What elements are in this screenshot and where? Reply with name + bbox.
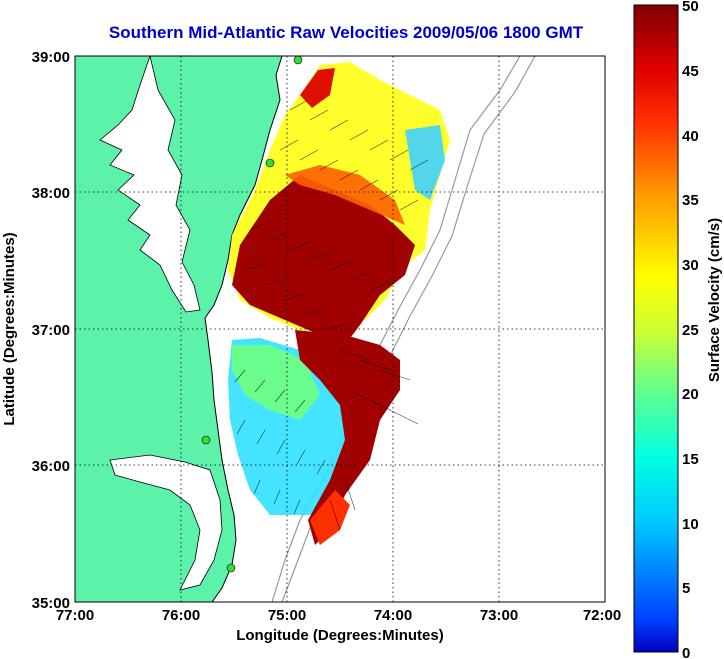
y-axis-label: Latitude (Degrees:Minutes) (1, 232, 18, 425)
radar-site-marker (201, 435, 211, 445)
colorbar-tick-label: 35 (682, 192, 699, 209)
radar-site-marker (293, 56, 303, 65)
x-tick-label: 77:00 (56, 607, 94, 624)
colorbar-tick-label: 0 (682, 645, 690, 659)
y-tick-label: 35:00 (32, 595, 70, 612)
radar-site-marker (226, 563, 236, 573)
colorbar-tick-label: 50 (682, 0, 699, 15)
colorbar-tick-label: 15 (682, 451, 699, 468)
plot-frame (74, 55, 606, 603)
radar-site-marker (265, 158, 275, 168)
coastline (204, 56, 283, 602)
velocity-fast-core-south (295, 330, 400, 545)
colorbar-tick-label: 5 (682, 580, 690, 597)
x-tick-label: 73:00 (480, 607, 518, 624)
x-tick-label: 76:00 (162, 607, 200, 624)
map-title: Southern Mid-Atlantic Raw Velocities 200… (109, 23, 584, 42)
colorbar-ticks: 50 45 40 35 30 25 20 15 10 5 0 (682, 0, 699, 659)
x-tick-label: 75:00 (268, 607, 306, 624)
x-tick-label: 72:00 (583, 607, 621, 624)
colorbar-tick-label: 40 (682, 128, 699, 145)
colorbar-tick-label: 30 (682, 257, 699, 274)
colorbar-tick-label: 25 (682, 322, 699, 339)
map-grid (75, 56, 605, 602)
map-plot-area (74, 55, 606, 603)
x-tick-label: 74:00 (374, 607, 412, 624)
colorbar-tick-label: 10 (682, 516, 699, 533)
velocity-green-south (232, 345, 320, 420)
pamlico-sound (109, 454, 223, 591)
colorbar: 50 45 40 35 30 25 20 15 10 5 0 Surface V… (633, 0, 723, 659)
velocity-red-top (300, 68, 335, 108)
velocity-orange-band (285, 165, 405, 225)
y-tick-label: 37:00 (32, 322, 70, 339)
y-tick-label: 38:00 (32, 185, 70, 202)
colorbar-label: Surface Velocity (cm/s) (706, 218, 723, 382)
y-tick-label: 39:00 (32, 49, 70, 66)
velocity-fast-core-north (232, 175, 415, 345)
velocity-vectors (234, 99, 429, 531)
colorbar-tick-label: 45 (682, 63, 699, 80)
y-tick-label: 36:00 (32, 458, 70, 475)
velocity-blue-north (405, 125, 445, 200)
velocity-red-tail (310, 490, 350, 545)
colorbar-gradient (633, 4, 679, 653)
x-axis-label: Longitude (Degrees:Minutes) (236, 627, 444, 644)
y-axis-ticks: 39:00 38:00 37:00 36:00 35:00 (32, 49, 70, 612)
colorbar-tick-label: 20 (682, 386, 699, 403)
x-axis-ticks: 77:00 76:00 75:00 74:00 73:00 72:00 (56, 607, 621, 624)
chesapeake-bay (99, 56, 201, 313)
